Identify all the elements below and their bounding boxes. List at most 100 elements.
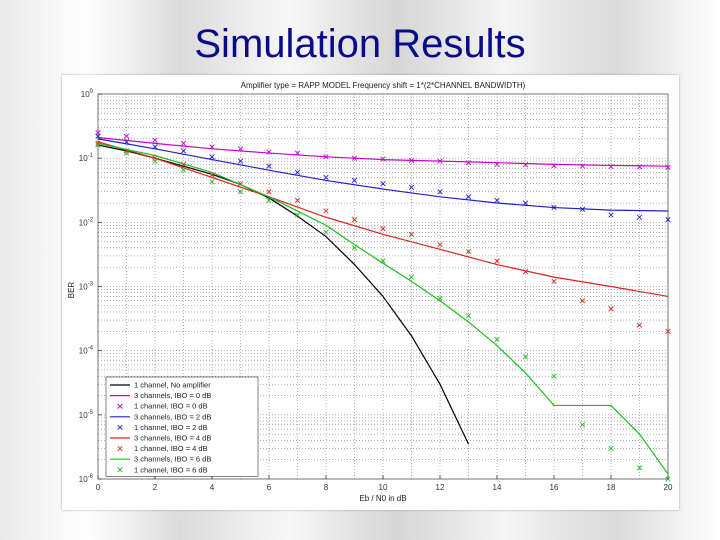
marker-stroke: [494, 197, 500, 203]
series-line: [97, 142, 669, 475]
marker-stroke: [237, 158, 244, 164]
marker-stroke: [408, 157, 415, 164]
legend-label: 1 channel, No amplifier: [134, 381, 211, 390]
marker-stroke: [636, 164, 643, 170]
legend-label: 3 channels, IBO = 4 dB: [134, 434, 211, 443]
series-marker: [266, 189, 272, 195]
ber-chart: 0 2 4 6 8 10 12 14 16 18 20 100 10-1 10-2 10-3 10-4 10-5…: [67, 81, 673, 503]
x-axis-label: Eb / N0 in dB: [359, 494, 406, 503]
series-marker: [579, 298, 586, 304]
marker-stroke: [180, 148, 187, 154]
marker-stroke: [551, 278, 557, 285]
marker-stroke: [237, 146, 244, 152]
marker-stroke: [237, 181, 244, 187]
marker-stroke: [522, 354, 529, 360]
series-marker: [209, 144, 215, 150]
series-marker: [465, 194, 472, 200]
x-tick-label: 10: [379, 483, 388, 492]
series-marker: [437, 295, 443, 302]
marker-stroke: [551, 204, 557, 211]
marker-stroke: [266, 163, 272, 169]
marker-stroke: [380, 258, 386, 264]
legend-label: 3 channels, IBO = 0 dB: [134, 391, 211, 400]
series-marker: [636, 322, 643, 328]
marker-stroke: [437, 241, 443, 248]
chart-frame: 0 2 4 6 8 10 12 14 16 18 20 100 10-1 10-2 10-3 10-4 10-5…: [62, 75, 679, 510]
x-tick-label: 8: [324, 483, 329, 492]
series-marker: [209, 154, 215, 160]
series-marker: [152, 158, 158, 164]
marker-stroke: [351, 217, 358, 223]
marker-stroke: [494, 258, 500, 264]
chart-title: Amplifier type = RAPP MODEL Frequency sh…: [241, 81, 526, 90]
series-marker: [209, 179, 215, 185]
marker-stroke: [579, 163, 586, 169]
series-marker: [522, 162, 529, 168]
series-marker: [180, 167, 187, 173]
marker-stroke: [209, 179, 215, 185]
marker-stroke: [551, 373, 557, 379]
marker-stroke: [608, 163, 614, 170]
marker-stroke: [608, 212, 614, 218]
marker-stroke: [408, 274, 415, 280]
marker-stroke: [266, 189, 272, 195]
y-tick-label: 10-1: [79, 153, 94, 163]
marker-stroke: [522, 162, 529, 168]
legend-swatch: [117, 403, 123, 409]
marker-stroke: [266, 197, 272, 203]
marker-stroke: [351, 245, 358, 251]
marker-stroke: [665, 164, 671, 170]
series-marker: [579, 163, 586, 169]
series-marker: [380, 181, 386, 187]
series-marker: [665, 217, 671, 223]
x-tick-label: 16: [550, 483, 559, 492]
series-marker: [266, 163, 272, 169]
series-marker: [437, 158, 443, 164]
legend-label: 1 channel, IBO = 4 dB: [134, 444, 208, 453]
series-marker: [237, 189, 244, 195]
marker-stroke: [551, 163, 557, 169]
marker-stroke: [323, 174, 329, 181]
series-marker: [494, 258, 500, 264]
marker-stroke: [123, 133, 130, 139]
series-marker: [380, 258, 386, 264]
series-marker: [323, 208, 329, 214]
marker-stroke: [579, 298, 586, 304]
series-marker: [294, 212, 301, 218]
marker-stroke: [323, 229, 329, 235]
series-marker: [95, 133, 101, 139]
marker-stroke: [665, 217, 671, 223]
axes: 0 2 4 6 8 10 12 14 16 18 20 100 10-1 10-2 10-3 10-4 10-5…: [79, 89, 673, 492]
marker-stroke: [579, 206, 586, 212]
series-marker: [494, 336, 500, 342]
series-marker: [636, 164, 643, 170]
x-tick-label: 20: [664, 483, 673, 492]
marker-stroke: [465, 313, 472, 319]
x-tick-label: 0: [96, 483, 101, 492]
legend-label: 3 channels, IBO = 6 dB: [134, 455, 211, 464]
marker-stroke: [123, 139, 130, 145]
series-marker: [237, 146, 244, 152]
series-marker: [95, 142, 101, 148]
marker-stroke: [266, 149, 272, 155]
marker-stroke: [95, 142, 101, 148]
marker-stroke: [380, 181, 386, 187]
series-marker: [437, 189, 443, 195]
series-marker: [123, 150, 130, 156]
marker-stroke: [665, 328, 671, 334]
series-marker: [608, 163, 614, 170]
series-marker: [294, 150, 301, 156]
series-marker: [551, 204, 557, 211]
marker-stroke: [323, 208, 329, 214]
series-marker: [380, 156, 386, 162]
marker-stroke: [522, 269, 529, 275]
series-line: [97, 138, 669, 212]
series-marker: [294, 197, 301, 203]
series-marker: [608, 445, 614, 452]
marker-stroke: [608, 445, 614, 452]
series-marker: [636, 214, 643, 220]
series-marker: [351, 245, 358, 251]
marker-stroke: [465, 194, 472, 200]
marker-stroke: [294, 169, 301, 176]
